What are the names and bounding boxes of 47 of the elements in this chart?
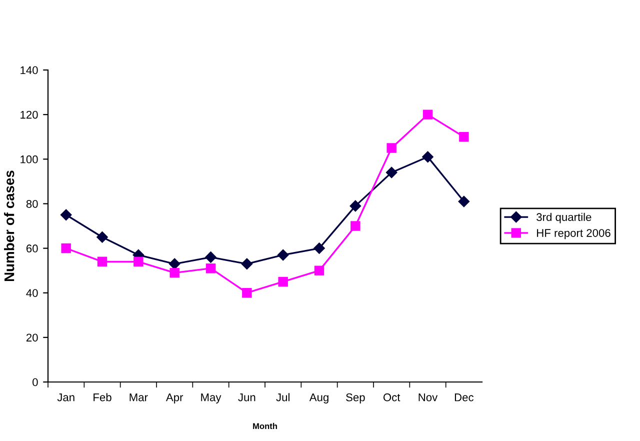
x-axis-title: Month (253, 422, 277, 430)
legend-label: HF report 2006 (537, 229, 610, 240)
point (168, 258, 180, 270)
x-tick-label: Mar (130, 394, 148, 402)
x-tick-label: Dec (454, 394, 474, 402)
point (241, 258, 253, 270)
point (61, 243, 71, 254)
point (60, 209, 72, 220)
y-tick-label: 0 (32, 378, 38, 386)
x-tick-label: Jan (57, 394, 74, 402)
x-tick-label: Jul (276, 393, 290, 402)
point (350, 221, 360, 231)
point (386, 143, 396, 153)
x-tick-label: Jun (238, 394, 256, 402)
point (314, 242, 325, 254)
x-tick-label: Aug (309, 394, 328, 404)
y-tick-label: 120 (20, 110, 38, 119)
point (96, 232, 108, 243)
x-tick-label: Feb (94, 393, 112, 402)
point (205, 252, 216, 263)
point (458, 196, 470, 208)
point (97, 256, 108, 267)
x-tick-label: Oct (383, 393, 400, 402)
y-axis-title: Number of cases (4, 170, 14, 282)
point (350, 200, 362, 212)
y-tick-label: 60 (26, 244, 38, 252)
y-tick-label: 80 (26, 200, 38, 208)
point (134, 256, 144, 267)
legend-label: 3rd quartile (536, 212, 592, 224)
y-tick-label: 100 (20, 155, 38, 164)
point (459, 132, 469, 142)
x-tick-label: Nov (418, 394, 438, 402)
x-tick-label: Sep (346, 393, 365, 404)
y-tick-label: 40 (26, 289, 38, 297)
point (277, 249, 289, 261)
point (422, 151, 434, 163)
point (170, 268, 180, 278)
point (278, 276, 288, 287)
point (386, 166, 398, 178)
point (242, 288, 252, 298)
point (422, 110, 433, 120)
x-tick-label: May (201, 394, 222, 404)
y-tick-label: 140 (20, 66, 38, 74)
point (206, 263, 216, 274)
x-tick-label: Apr (166, 394, 184, 404)
point (314, 266, 324, 276)
y-tick-label: 20 (26, 334, 38, 342)
